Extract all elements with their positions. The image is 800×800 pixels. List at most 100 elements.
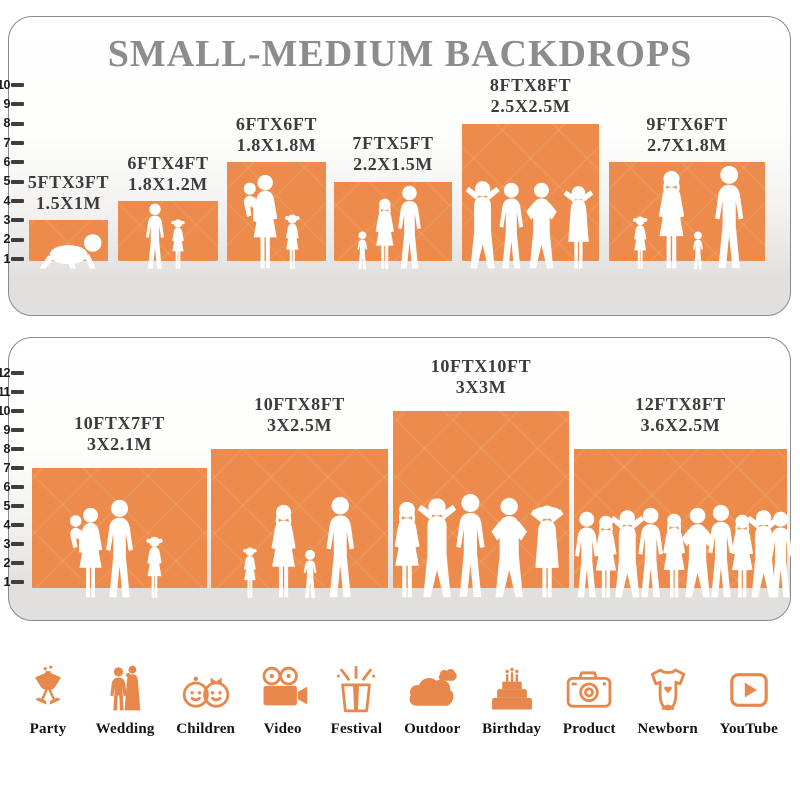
person-silhouette-man-hh [465,181,500,269]
person-silhouette-man [575,511,599,598]
category-children: Children [176,664,235,738]
birthday-cake-icon [491,667,532,710]
category-party: Party [22,664,74,738]
ruler-tick [11,428,24,432]
category-product: Product [563,664,616,738]
gift-box-icon [337,665,376,713]
ruler-tick [11,561,24,565]
backdrop-rect [118,201,218,261]
silhouette-group [357,185,421,270]
backdrop-size-label: 6FTX4FT 1.8X1.2M [58,153,278,195]
ruler-number: 8 [3,441,11,456]
backdrop-size-label: 6FTX6FT 1.8X1.8M [167,114,387,156]
size-feet: 6FTX6FT [235,113,318,134]
photo-camera-icon [567,671,612,708]
ruler-number: 10 [0,77,10,92]
person-silhouette-toddler [357,231,368,270]
ruler-number: 2 [3,232,11,247]
person-silhouette-girl [146,536,163,598]
person-silhouette-woman-hat-hh [530,505,564,598]
backdrop-rect [211,449,388,588]
ruler-number: 5 [3,174,11,189]
ruler-tick [11,121,24,126]
ruler-number: 6 [3,479,11,494]
person-silhouette-woman [663,513,686,598]
ruler-number: 2 [3,555,11,570]
ruler-tick [11,409,24,413]
category-label: Outdoor [404,721,461,737]
silhouette-group [633,165,744,270]
person-silhouette-girl [285,214,300,269]
size-feet: 6FTX4FT [127,152,209,173]
ruler-tick [11,371,24,375]
person-silhouette-girl [243,547,257,599]
category-label: Party [29,721,67,737]
ruler-tick [11,523,24,527]
person-silhouette-boy [145,203,164,269]
ruler-tick [11,141,24,146]
ruler-number: 1 [3,251,11,266]
person-silhouette-toddler [692,231,703,270]
person-silhouette-man-hh [417,498,457,598]
size-meters: 2.5X2.5M [490,96,571,117]
category-label: Wedding [95,721,155,737]
size-meters: 1.8X1.2M [128,173,208,194]
size-meters: 3.6X2.5M [640,414,721,435]
category-row: Party Wedding [0,664,800,738]
person-silhouette-man [398,185,421,269]
size-feet: 9FTX6FT [646,113,728,134]
size-meters: 3X2.5M [266,414,333,435]
video-camera-icon [262,666,307,706]
backdrop-size-label: 7FTX5FT 2.2X1.5M [283,133,503,175]
ruler-tick [11,102,24,107]
ruler-number: 4 [3,517,11,532]
category-label: Video [263,721,302,737]
ruler-tick [11,199,24,203]
category-video: Video [257,664,309,738]
ruler-number: 7 [3,460,11,475]
silhouette-group [145,203,185,270]
ruler-number: 5 [3,498,11,513]
size-feet: 10FTX10FT [430,355,532,376]
person-silhouette-woman [658,170,685,269]
size-meters: 3X3M [455,376,507,397]
party-glasses-icon [34,665,62,705]
person-silhouette-man [708,504,734,598]
category-label: Product [562,721,616,737]
size-feet: 12FTX8FT [635,393,726,414]
category-label: Newborn [637,721,698,737]
ruler-number: 9 [3,422,11,437]
person-silhouette-woman [394,501,420,598]
person-silhouette-man-hip [491,497,527,598]
person-silhouette-girl [171,219,185,270]
category-label: YouTube [719,721,778,737]
baby-onesie-icon [650,668,685,711]
person-silhouette-man [499,182,524,269]
ruler-tick [11,257,24,261]
ruler-tick [11,160,24,165]
size-meters: 1.8X1.8M [236,135,317,156]
backdrop-size-label: 5FTX3FT 1.5X1M [0,172,179,214]
ruler-number: 12 [0,365,10,380]
backdrop-rect [334,181,452,261]
person-silhouette-woman [595,515,617,598]
size-feet: 10FTX8FT [254,393,345,414]
ruler-tick [11,466,24,470]
ruler-number: 11 [0,384,11,399]
silhouette-group [465,181,594,269]
person-silhouette-man [715,165,744,269]
ruler-number: 6 [3,154,11,169]
person-silhouette-man-hip [681,507,714,598]
size-feet: 8FTX8FT [489,75,572,96]
silhouette-group [243,496,355,599]
size-meters: 2.2X1.5M [353,154,433,175]
wedding-couple-icon [110,665,141,711]
ruler-number: 3 [3,536,11,551]
category-label: Birthday [482,721,542,737]
ruler-number: 8 [3,116,11,131]
person-silhouette-woman-hh [563,186,594,269]
ruler-tick [11,83,24,88]
backdrop-size-label: 9FTX6FT 2.7X1.8M [577,114,797,156]
category-wedding: Wedding [96,664,155,738]
